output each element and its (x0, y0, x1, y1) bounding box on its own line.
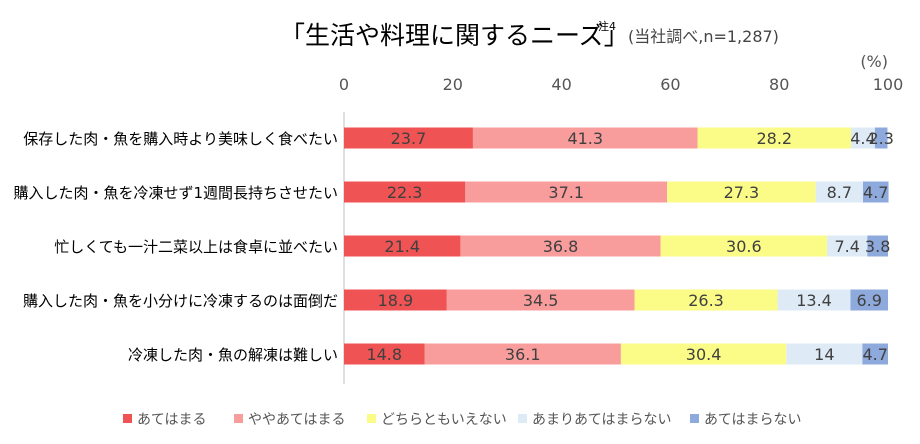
data-label: 6.9 (857, 291, 882, 310)
bar-segment (344, 343, 425, 365)
data-label: 2.3 (868, 129, 893, 148)
x-tick-label: 0 (339, 75, 349, 94)
legend-label: あてはまらない (704, 412, 801, 428)
data-label: 7.4 (834, 237, 859, 256)
x-tick-label: 100 (873, 75, 904, 94)
bar-segment (344, 289, 447, 311)
bar-segment (697, 127, 852, 149)
category-label: 購入した肉・魚を冷凍せず1週間長持ちさせたい (13, 184, 338, 202)
bar-segment (634, 289, 778, 311)
data-label: 3.8 (865, 237, 890, 256)
data-label: 14 (814, 345, 834, 364)
legend: あてはまる ややあてはまる どちらともいえない あまりあてはまらない あてはまらない (123, 412, 801, 428)
bar-segments (344, 127, 889, 365)
x-axis-unit-label: (%) (860, 52, 888, 71)
bar-segment (472, 127, 698, 149)
data-label: 4.7 (863, 183, 888, 202)
chart-title-group: 「生活や料理に関するニーズ」 注4 (当社調べ,n=1,287) (280, 19, 779, 50)
x-tick-label: 60 (660, 75, 680, 94)
legend-swatch (123, 414, 132, 423)
bar-segment (460, 235, 661, 257)
bar-segment (786, 343, 863, 365)
x-tick-label: 80 (769, 75, 789, 94)
bar-segment (465, 181, 668, 203)
bar-segment (777, 289, 851, 311)
data-label: 4.7 (862, 345, 887, 364)
bar-segment (874, 127, 888, 149)
bar-segment (867, 235, 888, 257)
bar-segment (344, 235, 461, 257)
bar-segment (827, 235, 868, 257)
category-label: 忙しくても一汁二菜以上は食卓に並べたい (54, 238, 338, 256)
category-label: 購入した肉・魚を小分けに冷凍するのは面倒だ (23, 292, 338, 310)
data-label: 28.2 (756, 129, 792, 148)
data-label: 23.7 (391, 129, 427, 148)
bar-segment (850, 289, 888, 311)
data-label: 21.4 (384, 237, 420, 256)
bar-segment (446, 289, 635, 311)
data-label: 26.3 (688, 291, 724, 310)
data-label: 18.9 (378, 291, 414, 310)
bar-segment (620, 343, 787, 365)
bar-segment (862, 181, 889, 203)
chart-title: 「生活や料理に関するニーズ」 (280, 21, 629, 50)
bar-segment (667, 181, 816, 203)
x-tick-label: 40 (551, 75, 571, 94)
legend-swatch (234, 414, 243, 423)
bar-segment (660, 235, 828, 257)
x-tick-label: 20 (443, 75, 463, 94)
legend-label: あてはまる (137, 412, 206, 428)
category-label: 保存した肉・魚を購入時より美味しく食べたい (23, 130, 338, 148)
bar-segment (344, 127, 473, 149)
legend-swatch (518, 414, 527, 423)
category-label: 冷凍した肉・魚の解凍は難しい (128, 346, 338, 364)
bar-segment (862, 343, 888, 365)
bar-segment (851, 127, 875, 149)
legend-label: ややあてはまる (248, 412, 345, 428)
bar-segment (344, 181, 466, 203)
chart-subtitle: (当社調べ,n=1,287) (628, 27, 779, 46)
data-label: 30.4 (686, 345, 722, 364)
data-label: 36.1 (505, 345, 541, 364)
legend-swatch (690, 414, 699, 423)
data-labels: 23.7 41.3 28.2 4.42.3 22.3 37.1 27.3 8.7 4.7 21.4… (366, 129, 893, 364)
chart-title-note: 注4 (598, 19, 616, 33)
bar-segment (815, 181, 863, 203)
data-label: 37.1 (548, 183, 584, 202)
legend-label: あまりあてはまらない (532, 412, 671, 428)
data-label: 27.3 (724, 183, 760, 202)
data-label: 30.6 (726, 237, 762, 256)
data-label: 8.7 (827, 183, 852, 202)
bar-segment (424, 343, 621, 365)
data-label: 41.3 (567, 129, 603, 148)
data-label: 22.3 (387, 183, 423, 202)
legend-swatch (367, 414, 376, 423)
category-labels: 保存した肉・魚を購入時より美味しく食べたい購入した肉・魚を冷凍せず1週間長持ちさ… (13, 130, 338, 364)
data-label: 34.5 (523, 291, 559, 310)
data-label: 13.4 (796, 291, 832, 310)
legend-label: どちらともいえない (381, 412, 507, 428)
data-label: 36.8 (543, 237, 579, 256)
data-label: 14.8 (366, 345, 402, 364)
data-label: 4.4 (850, 129, 875, 148)
x-axis-tick-labels: 0 20 40 60 80 100 (339, 75, 903, 94)
